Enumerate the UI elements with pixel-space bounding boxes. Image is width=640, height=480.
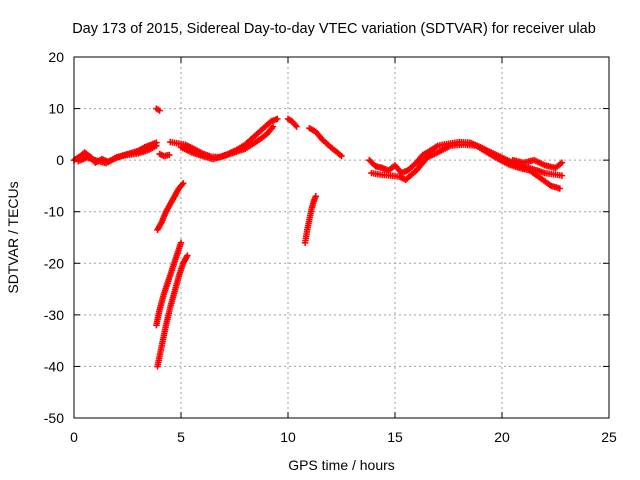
data-point — [293, 123, 300, 130]
data-point — [556, 185, 563, 192]
x-tick-label: 5 — [177, 429, 185, 445]
plot-frame — [73, 56, 610, 419]
x-tick-label: 0 — [70, 429, 78, 445]
y-tick-label: -10 — [44, 204, 64, 220]
x-tick-label: 20 — [494, 429, 510, 445]
series-arc-11b — [368, 141, 563, 192]
series-arc-3 — [156, 150, 173, 160]
series-arc-1b — [75, 142, 160, 167]
y-tick-label: -50 — [44, 410, 64, 426]
series-arc-7 — [154, 180, 187, 233]
series-arc-9 — [154, 252, 191, 370]
y-tick-label: 0 — [56, 152, 64, 168]
y-tick-label: -30 — [44, 307, 64, 323]
series-arc-12 — [509, 156, 566, 172]
grid-layer — [74, 57, 609, 418]
x-axis-label: GPS time / hours — [288, 457, 395, 473]
series-arc-5 — [284, 115, 300, 130]
data-point — [178, 181, 186, 188]
series-arc-2 — [153, 105, 163, 114]
data-point — [558, 172, 566, 179]
data-point — [269, 123, 277, 130]
x-tick-label: 15 — [387, 429, 403, 445]
data-point — [153, 142, 160, 149]
data-point — [179, 180, 187, 187]
data-point — [338, 152, 345, 160]
data-points — [70, 105, 566, 370]
x-tick-label: 10 — [280, 429, 296, 445]
data-point — [292, 122, 299, 129]
data-point — [177, 239, 185, 246]
series-arc-10 — [301, 193, 320, 246]
data-point — [166, 151, 173, 159]
y-tick-label: 10 — [48, 101, 64, 117]
series-arc-4b — [177, 123, 277, 163]
y-tick-label: 20 — [48, 49, 64, 65]
data-point — [274, 115, 281, 123]
y-axis-label: SDTVAR / TECUs — [5, 181, 21, 293]
data-point — [558, 159, 566, 166]
data-point — [312, 193, 320, 200]
series-arc-6 — [306, 124, 345, 160]
chart-title: Day 173 of 2015, Sidereal Day-to-day VTE… — [72, 21, 596, 37]
x-tick-label: 25 — [601, 429, 617, 445]
y-tick-label: -40 — [44, 358, 64, 374]
y-tick-label: -20 — [44, 255, 64, 271]
data-point — [184, 252, 191, 259]
series-arc-8 — [153, 239, 185, 329]
data-point — [156, 107, 163, 114]
